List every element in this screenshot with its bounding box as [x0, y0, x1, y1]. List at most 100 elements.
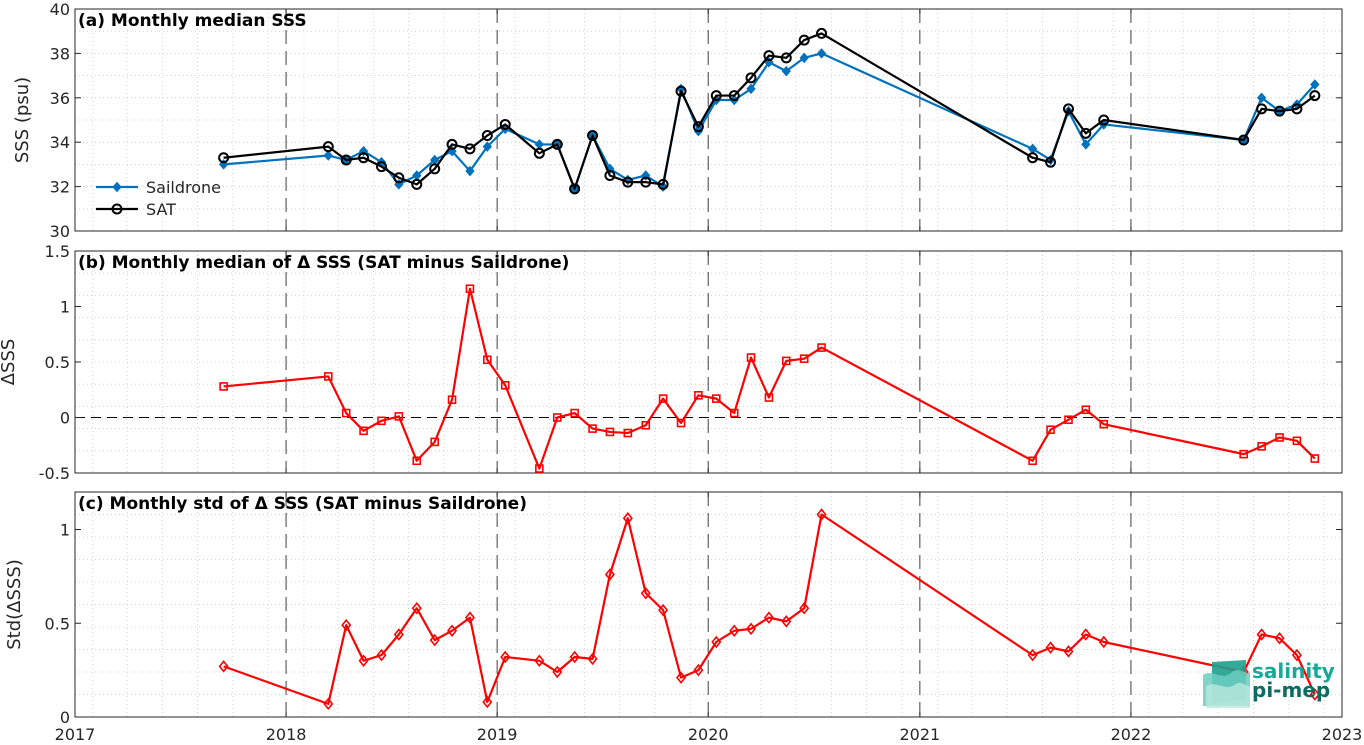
data-point	[1309, 688, 1320, 701]
series-delta-0	[219, 284, 1320, 473]
legend-marker	[112, 181, 122, 193]
data-point	[781, 65, 791, 77]
data-point	[746, 83, 756, 95]
data-point	[430, 437, 439, 447]
data-point	[1098, 635, 1109, 649]
salinity-pimep-logo: salinity pi-mep	[1203, 659, 1335, 708]
data-point	[1310, 454, 1320, 463]
data-point	[482, 695, 493, 709]
data-point	[816, 48, 827, 59]
data-point	[798, 34, 810, 46]
year-lines	[285, 492, 1132, 717]
x-tick-label: 2019	[477, 725, 518, 744]
data-point	[1292, 436, 1302, 446]
y-tick-label: 0	[60, 708, 70, 727]
series-line	[223, 513, 1316, 705]
data-point	[394, 412, 404, 421]
y-tick-label: 40	[50, 0, 70, 19]
data-point	[729, 624, 740, 638]
data-point	[570, 408, 579, 418]
data-point	[1098, 114, 1110, 126]
data-point	[1291, 648, 1302, 662]
series-sat	[218, 27, 1321, 195]
data-point	[1064, 415, 1073, 425]
y-axis-label: SSS (psu)	[12, 77, 33, 163]
legend-label: SAT	[146, 200, 176, 219]
data-point	[465, 284, 475, 294]
panel-title: (c) Monthly std of Δ SSS (SAT minus Sail…	[78, 494, 527, 514]
data-point	[551, 138, 563, 150]
y-tick-label: 1	[60, 521, 70, 540]
legend: Saildrone SAT	[96, 178, 221, 219]
minor-grid	[75, 9, 1342, 231]
data-point	[323, 150, 333, 161]
x-tick-label: 2023	[1322, 725, 1363, 744]
y-tick-label: 30	[50, 222, 70, 241]
panel-title: (b) Monthly median of Δ SSS (SAT minus S…	[78, 253, 569, 273]
data-point	[323, 372, 333, 381]
data-point	[1256, 103, 1268, 115]
data-point	[622, 511, 633, 525]
data-point	[500, 650, 511, 664]
logo-text-pimep: pi-mep	[1252, 678, 1330, 702]
data-point	[640, 586, 651, 600]
data-point	[1063, 645, 1074, 658]
data-point	[1027, 648, 1038, 662]
data-point	[533, 147, 545, 159]
y-tick-label: -0.5	[39, 464, 70, 483]
series-line	[223, 287, 1316, 470]
data-point	[447, 624, 458, 638]
data-point	[694, 390, 703, 400]
data-point	[377, 416, 386, 426]
data-point	[799, 601, 810, 615]
data-point	[1256, 628, 1267, 641]
data-point	[446, 138, 458, 150]
y-axis-label: ΔSSS	[0, 339, 19, 386]
data-point	[640, 176, 652, 188]
data-point	[1238, 134, 1250, 146]
data-point	[763, 50, 775, 62]
panel-a: 30 32 34 36 38 40 SSS (psu) (a) Monthly median …	[12, 0, 1343, 241]
data-point	[658, 603, 669, 617]
x-tick-label: 2018	[266, 725, 307, 744]
data-point	[799, 354, 809, 363]
data-point	[483, 355, 492, 365]
data-point	[657, 178, 669, 190]
data-point	[376, 648, 387, 662]
data-point	[481, 130, 493, 142]
data-point	[729, 408, 739, 418]
data-point	[1028, 456, 1037, 466]
logo-text-salinity: salinity	[1252, 659, 1335, 683]
data-point	[763, 611, 774, 624]
data-point	[534, 654, 545, 668]
data-point	[1275, 433, 1284, 442]
data-point	[641, 420, 651, 430]
data-point	[1045, 156, 1057, 168]
data-point	[323, 697, 334, 711]
data-point	[728, 90, 740, 102]
data-point	[412, 456, 422, 466]
data-point	[552, 413, 562, 422]
data-point	[1310, 79, 1320, 90]
data-point	[500, 381, 510, 390]
data-point	[218, 660, 229, 673]
data-point	[464, 143, 476, 155]
x-tick-label: 2021	[900, 725, 941, 744]
data-point	[745, 622, 757, 636]
data-point	[658, 394, 668, 403]
y-tick-label: 34	[50, 133, 70, 152]
data-point	[746, 353, 756, 362]
data-point	[712, 394, 721, 403]
data-point	[622, 176, 634, 188]
data-point	[393, 172, 405, 184]
data-point	[411, 178, 423, 190]
panel-c: 2017 2018 2019 2020 2021 2022 2023 0 0.5 1 Std(ΔSS…	[4, 491, 1363, 744]
data-point	[1099, 419, 1109, 429]
data-point	[605, 427, 615, 437]
data-point	[1045, 641, 1056, 654]
data-point	[358, 654, 369, 668]
y-tick-label: 0.5	[45, 614, 70, 633]
data-point	[693, 663, 704, 677]
data-point	[218, 152, 230, 164]
